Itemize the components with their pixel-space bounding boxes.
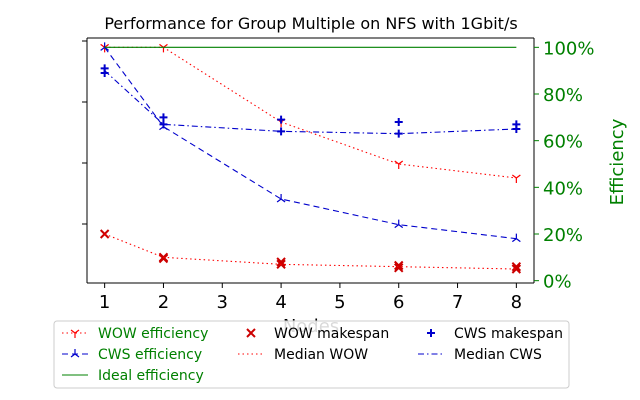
chart-title: Performance for Group Multiple on NFS wi… — [104, 14, 517, 33]
data-point — [511, 261, 522, 272]
x-tick-label: 3 — [217, 292, 228, 313]
legend-label: CWS makespan — [454, 326, 563, 342]
x-tick-label: 7 — [452, 292, 463, 313]
x-tick-label: 4 — [275, 292, 286, 313]
data-point — [158, 253, 169, 264]
y-right-tick-label: 100% — [543, 38, 594, 59]
data-point — [276, 194, 286, 203]
series-line — [104, 70, 517, 135]
y-right-axis-label: Efficiency — [607, 118, 628, 205]
series-cws-efficiency — [100, 42, 521, 243]
data-point — [394, 260, 404, 271]
x-tick-label: 6 — [393, 292, 404, 313]
legend-item: Ideal efficiency — [62, 368, 204, 384]
series-cws-makespan — [100, 64, 521, 138]
series-line — [104, 47, 517, 240]
data-point — [159, 113, 168, 122]
series-line — [104, 46, 517, 179]
data-point — [159, 43, 168, 53]
legend-item: CWS makespan — [427, 326, 563, 342]
x-tick-label: 5 — [334, 292, 345, 313]
legend-label: Median WOW — [274, 347, 368, 363]
data-point — [394, 118, 403, 126]
legend-label: WOW makespan — [274, 326, 389, 342]
x-tick-label: 2 — [158, 292, 169, 313]
plot-frame — [86, 37, 535, 284]
x-tick-label: 1 — [99, 292, 110, 313]
axis-ticks: 1 2 3 4 5 6 7 80%20%40%60%80%100% — [82, 38, 594, 313]
data-point — [394, 263, 404, 273]
legend-label: WOW efficiency — [98, 326, 208, 342]
legend-item: WOW makespan — [246, 326, 389, 342]
y-right-tick-label: 0% — [543, 272, 572, 293]
legend-marker — [70, 329, 80, 338]
data-point — [277, 115, 286, 124]
data-point — [511, 174, 521, 183]
data-point — [394, 160, 404, 169]
y-right-tick-label: 20% — [543, 225, 583, 246]
data-point — [394, 219, 404, 229]
legend: WOW efficiency CWS efficiency Ideal effici… — [53, 320, 570, 389]
series-median-wow — [104, 233, 517, 270]
legend-label: Median CWS — [454, 347, 542, 363]
legend-marker — [246, 328, 256, 338]
data-point — [276, 257, 286, 267]
legend-item: Median WOW — [238, 347, 368, 363]
legend-box — [53, 320, 570, 389]
legend-label: CWS efficiency — [98, 347, 202, 363]
series-layer — [99, 42, 522, 274]
legend-marker — [70, 349, 80, 358]
data-point — [511, 233, 521, 243]
y-right-tick-label: 40% — [543, 178, 583, 199]
legend-item: WOW efficiency — [62, 326, 208, 342]
series-wow-makespan — [99, 229, 522, 274]
series-median-cws — [104, 70, 517, 135]
series-line — [104, 233, 517, 270]
legend-label: Ideal efficiency — [98, 368, 204, 384]
legend-marker — [427, 329, 435, 337]
x-tick-label: 8 — [511, 292, 522, 313]
y-right-tick-label: 60% — [543, 132, 583, 153]
y-right-tick-label: 80% — [543, 85, 583, 106]
data-point — [511, 264, 522, 274]
legend-item: CWS efficiency — [62, 347, 202, 363]
legend-item: Median CWS — [418, 347, 542, 363]
